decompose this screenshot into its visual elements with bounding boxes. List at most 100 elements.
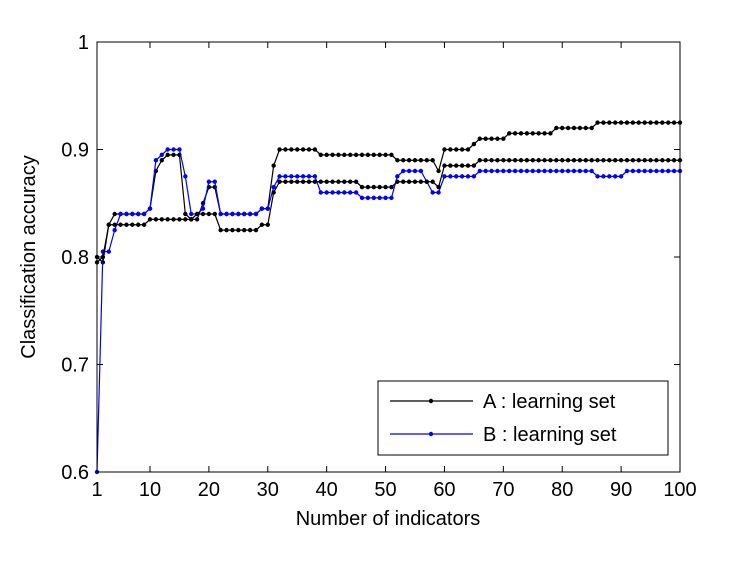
data-point [212, 211, 217, 217]
data-point [648, 168, 653, 174]
data-point [483, 168, 488, 174]
data-point [342, 152, 347, 158]
data-point [177, 217, 182, 222]
data-point [359, 152, 365, 158]
data-point [518, 168, 524, 174]
data-point [406, 158, 412, 163]
data-point [412, 179, 418, 184]
data-point [165, 217, 170, 222]
data-point [495, 168, 500, 174]
data-point [118, 222, 123, 227]
data-point [636, 168, 641, 174]
data-point [371, 184, 376, 190]
y-tick-label: 0.8 [61, 247, 89, 269]
data-point [306, 179, 312, 184]
data-point [577, 168, 583, 174]
data-point [365, 195, 371, 201]
legend-label: B : learning set [483, 424, 617, 446]
data-point [189, 211, 194, 217]
data-point [430, 179, 435, 184]
data-point [194, 211, 200, 217]
x-tick-label: 90 [610, 479, 632, 501]
data-point [383, 195, 388, 201]
data-point [165, 147, 170, 152]
data-point [548, 168, 553, 174]
data-point [583, 168, 588, 174]
data-point [459, 174, 465, 179]
data-point [336, 190, 341, 195]
data-point [300, 147, 306, 152]
data-point [424, 179, 429, 184]
data-point [630, 120, 636, 125]
data-point [306, 147, 312, 152]
data-point [418, 158, 424, 163]
data-point [507, 158, 512, 163]
data-point [141, 211, 147, 217]
data-point [300, 179, 306, 184]
data-point [141, 222, 147, 227]
data-point [318, 152, 323, 158]
data-point [177, 147, 182, 152]
y-tick-label: 0.9 [61, 140, 89, 162]
data-point [489, 168, 494, 174]
data-point [253, 227, 259, 233]
x-tick-label: 30 [257, 479, 279, 501]
data-point [666, 168, 671, 174]
data-point [418, 168, 424, 174]
data-point [442, 163, 447, 168]
data-point [648, 158, 653, 163]
data-point [607, 158, 612, 163]
data-point [589, 125, 594, 131]
data-point [601, 158, 606, 163]
data-point [189, 217, 194, 222]
data-point [654, 168, 659, 174]
legend: A : learning set B : learning set [377, 380, 669, 456]
data-point [289, 147, 294, 152]
x-tick-label: 50 [374, 479, 396, 501]
y-tick-label: 0.7 [61, 355, 89, 377]
data-point [183, 217, 188, 222]
data-point [159, 152, 164, 158]
data-point [377, 184, 382, 190]
data-point [406, 168, 412, 174]
data-point [300, 174, 306, 179]
data-point [465, 147, 471, 152]
data-point [153, 158, 159, 163]
data-point [247, 211, 253, 217]
legend-box [377, 380, 669, 456]
data-point [501, 168, 506, 174]
data-point [642, 158, 647, 163]
data-point [548, 131, 553, 136]
data-point [601, 120, 606, 125]
data-point [471, 163, 477, 168]
data-point [536, 158, 541, 163]
data-point [530, 168, 535, 174]
data-point [353, 152, 359, 158]
data-point [171, 152, 176, 158]
data-point [106, 249, 111, 254]
data-point [159, 158, 164, 163]
data-point [477, 136, 482, 141]
data-point [454, 147, 459, 152]
data-point [654, 120, 659, 125]
data-point [359, 184, 365, 190]
data-point [442, 174, 447, 179]
x-tick-label: 20 [198, 479, 220, 501]
data-point [624, 120, 630, 125]
x-tick-label: 10 [139, 479, 161, 501]
data-point [112, 222, 117, 227]
data-point [377, 195, 382, 201]
data-point [236, 227, 241, 233]
data-point [671, 158, 677, 163]
data-point [548, 158, 553, 163]
data-point [554, 158, 559, 163]
data-point [401, 158, 406, 163]
data-point [454, 163, 459, 168]
data-point [536, 131, 541, 136]
data-point [342, 190, 347, 195]
data-point [147, 206, 153, 211]
data-point [565, 158, 571, 163]
plot-frame [96, 41, 681, 473]
data-point [671, 120, 677, 125]
data-point [212, 179, 217, 184]
